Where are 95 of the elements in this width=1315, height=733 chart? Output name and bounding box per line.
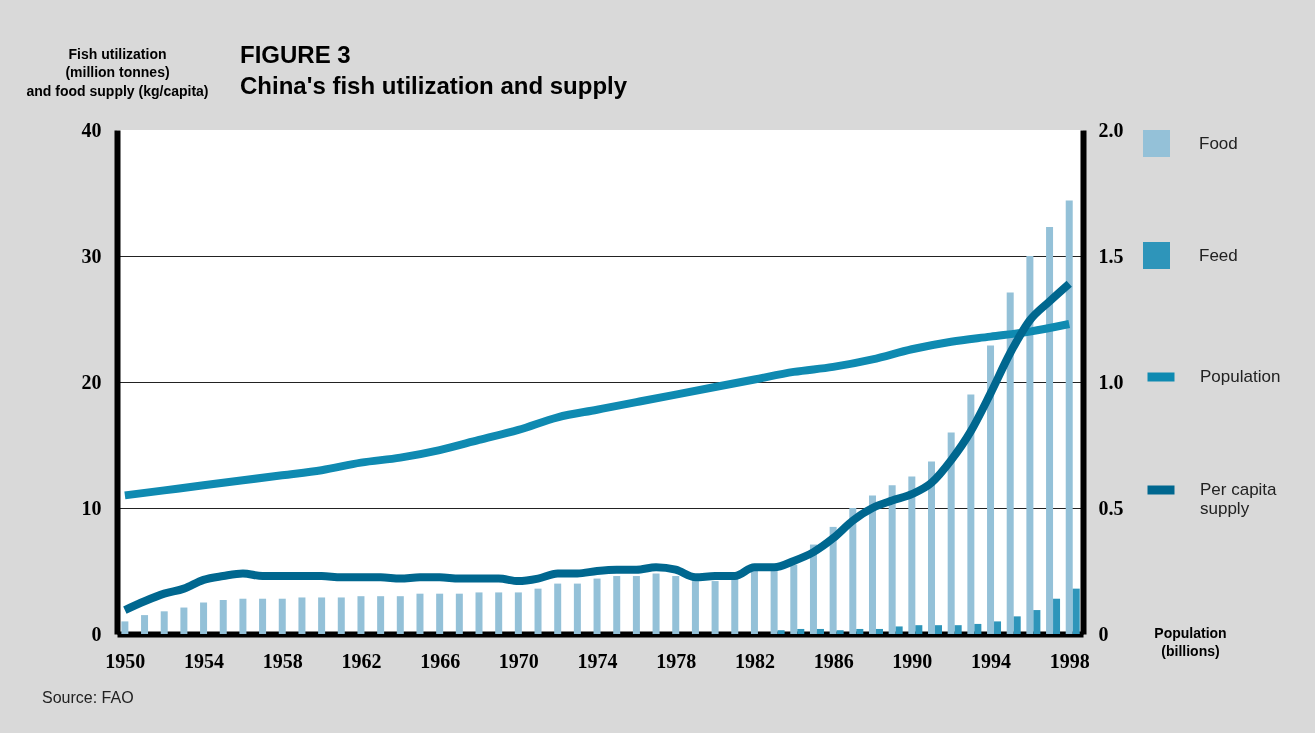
bar [875,628,883,634]
x-tick-label: 1978 [656,649,697,672]
bar [836,630,844,634]
bar [868,495,876,634]
bar [1006,292,1014,634]
x-tick-label: 1970 [498,649,539,672]
bar [357,596,365,634]
bar [436,593,444,634]
bar [849,508,857,634]
bar [396,596,404,634]
bar [777,630,785,634]
bar [278,598,286,634]
y2-tick-label: 0 [1098,622,1109,645]
x-tick-label: 1982 [734,649,775,672]
bar [947,432,955,634]
bar [318,597,326,634]
bar [1013,616,1021,634]
x-tick-label: 1994 [971,649,1012,672]
x-tick-label: 1966 [420,649,461,672]
y-tick-label: 40 [81,118,102,141]
bar [495,592,503,634]
bar [935,625,943,634]
legend-label: Food [1199,133,1238,153]
bar [770,568,778,634]
x-tick-label: 1950 [105,649,146,672]
x-tick-label: 1998 [1049,649,1090,672]
bar [711,581,719,634]
bar [1065,200,1073,634]
x-tick-label: 1954 [184,649,225,672]
bar [593,578,601,634]
bar [954,625,962,634]
bar [534,588,542,634]
y2-tick-label: 0.5 [1098,496,1124,519]
chart-subtitle: China's fish utilization and supply [240,72,628,99]
y-tick-label: 20 [81,370,102,393]
bar [829,526,837,634]
x-tick-label: 1958 [262,649,303,672]
x-tick-label: 1974 [577,649,618,672]
bar [974,623,982,634]
x-tick-label: 1990 [892,649,933,672]
bar [416,593,424,634]
bar [180,607,188,634]
bar [219,599,227,634]
y2-tick-label: 1.5 [1098,244,1124,267]
y-tick-label: 10 [81,496,102,519]
bar [298,597,306,634]
bar [672,576,680,634]
bar [377,596,385,634]
bar [613,576,621,634]
bar [239,598,247,634]
bar [121,621,129,634]
bar [1033,610,1041,634]
legend-label: Population [1200,367,1281,386]
bar [908,476,916,634]
bar [797,628,805,634]
y2-tick-label: 1.0 [1098,370,1124,393]
y-tick-label: 30 [81,244,102,267]
bar [856,628,864,634]
bar [928,461,936,634]
bar [1053,598,1061,634]
y-axis-title: Fish utilization (million tonnes) and food supply (kg/capita) [26,45,209,99]
bar [259,598,267,634]
bar [160,611,168,634]
bar [1026,256,1034,634]
bar [141,615,149,634]
bar [652,573,660,634]
bar [967,394,975,634]
bar [691,581,699,634]
bar [731,578,739,634]
bar [554,583,562,634]
bar [200,602,208,634]
bar [915,625,923,634]
chart-title: FIGURE 3 [240,41,351,68]
bar [895,626,903,634]
y2-axis-title: Population (billions) [1154,624,1227,659]
bar [632,576,640,634]
bar [514,592,522,634]
legend-label: Per capita supply [1200,480,1278,518]
x-tick-label: 1986 [813,649,854,672]
bar [1072,588,1080,634]
bar [1046,227,1054,634]
bar [994,621,1002,634]
bar [455,593,463,634]
y2-tick-label: 2.0 [1098,118,1124,141]
legend-label: Feed [1199,245,1238,265]
bar [816,628,824,634]
bar [337,597,345,634]
bar [888,485,896,634]
source-note: Source: FAO [42,689,134,706]
bar [573,583,581,634]
x-tick-label: 1962 [341,649,382,672]
bar [790,564,798,634]
bar [475,592,483,634]
y-tick-label: 0 [91,622,102,645]
bar [987,345,995,634]
